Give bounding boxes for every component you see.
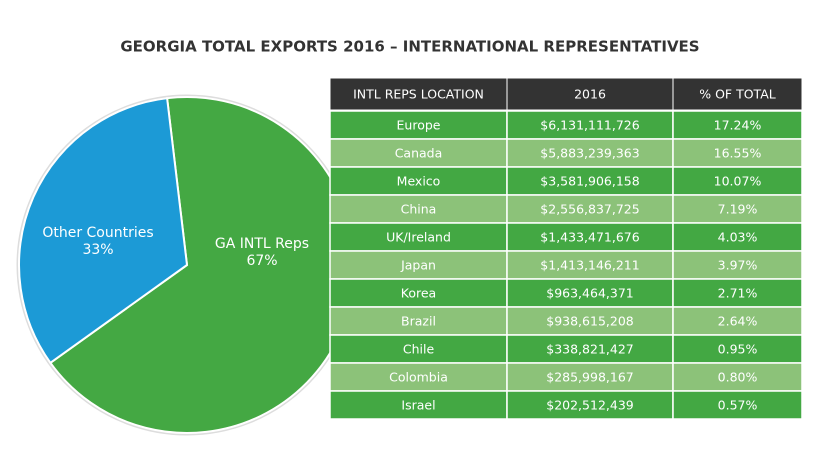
header-text: 2016 [574, 87, 606, 102]
pie-slice [18, 97, 189, 365]
cell-text: $2,556,837,725 [540, 202, 639, 217]
cell-text: Japan [400, 258, 436, 273]
cell-text: 10.07% [714, 174, 762, 189]
chart-title: GEORGIA TOTAL EXPORTS 2016 – INTERNATION… [120, 38, 699, 56]
cell-text: 2.64% [718, 314, 758, 329]
cell-text: Israel [401, 398, 435, 413]
table-cell [506, 222, 674, 252]
cell-text: $1,413,146,211 [540, 258, 639, 273]
table-cell [672, 278, 803, 308]
table-cell [672, 194, 803, 224]
cell-text: $3,581,906,158 [540, 174, 639, 189]
slice-value-label: 67% [246, 253, 277, 269]
table-cell [672, 334, 803, 364]
cell-text: Korea [401, 286, 436, 301]
table-cell [672, 390, 803, 420]
table-cell [329, 194, 508, 224]
table-cell [672, 166, 803, 196]
table-cell [329, 138, 508, 168]
header-cell [672, 77, 803, 111]
cell-text: $202,512,439 [546, 398, 634, 413]
cell-text: 2.71% [718, 286, 758, 301]
slice-label: Other Countries [42, 225, 153, 241]
table-cell [506, 110, 674, 140]
cell-text: Mexico [397, 174, 441, 189]
table-cell [672, 306, 803, 336]
header-text: INTL REPS LOCATION [353, 87, 484, 102]
cell-text: 0.57% [718, 398, 758, 413]
cell-text: $285,998,167 [546, 370, 633, 385]
cell-text: 16.55% [714, 146, 762, 161]
cell-text: $5,883,239,363 [540, 146, 639, 161]
table-cell [329, 166, 508, 196]
cell-text: Canada [395, 146, 443, 161]
cell-text: $963,464,371 [546, 286, 633, 301]
cell-text: 4.03% [718, 230, 758, 245]
cell-text: 0.80% [718, 370, 758, 385]
slice-value-label: 33% [82, 242, 113, 258]
cell-text: Colombia [389, 370, 448, 385]
cell-text: China [401, 202, 437, 217]
cell-text: Chile [403, 342, 435, 357]
cell-text: 3.97% [718, 258, 758, 273]
cell-text: Brazil [401, 314, 436, 329]
table-cell [506, 390, 674, 420]
table-cell [506, 278, 674, 308]
table-cell [672, 362, 803, 392]
cell-text: 17.24% [714, 118, 762, 133]
table-cell [506, 194, 674, 224]
cell-text: $1,433,471,676 [540, 230, 639, 245]
cell-text: 7.19% [718, 202, 758, 217]
cell-text: $938,615,208 [546, 314, 634, 329]
cell-text: Europe [397, 118, 441, 133]
table-cell [329, 362, 508, 392]
cell-text: 0.95% [718, 342, 758, 357]
header-text: % OF TOTAL [699, 87, 776, 102]
slice-label: GA INTL Reps [215, 236, 309, 252]
table-cell [672, 250, 803, 280]
cell-text: UK/Ireland [386, 230, 451, 245]
header-cell [329, 77, 508, 111]
cell-text: $338,821,427 [546, 342, 633, 357]
table-cell [506, 362, 674, 392]
table-cell [506, 138, 674, 168]
table-cell [672, 222, 803, 252]
table-cell [672, 110, 803, 140]
cell-text: $6,131,111,726 [540, 118, 639, 133]
table-cell [329, 334, 508, 364]
